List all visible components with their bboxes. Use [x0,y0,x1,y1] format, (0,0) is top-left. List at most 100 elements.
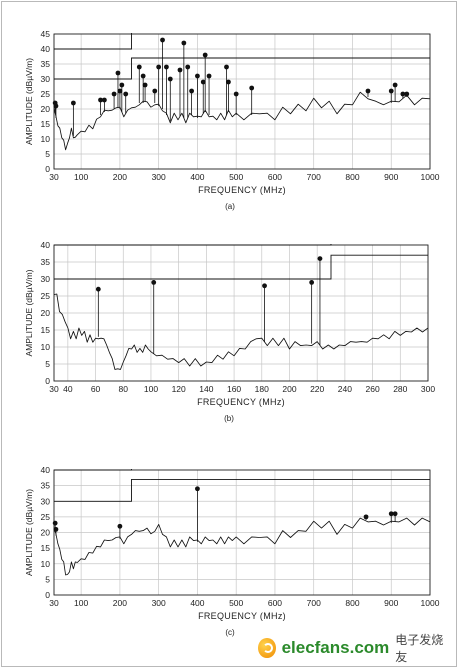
x-tick-label: 300 [152,598,166,608]
peak-marker [309,280,315,285]
peak-marker [392,82,398,88]
peak-marker [53,526,59,532]
y-tick-label: 25 [41,291,51,301]
y-tick-label: 5 [45,574,50,584]
y-tick-label: 10 [41,134,51,144]
chart-c: 0 5 10 15 20 25 30 35 40 30 100 200 300 400 500 600 700 8… [24,465,440,637]
panel-caption: (c) [225,628,235,637]
peak-marker [185,64,191,70]
y-axis-label: AMPLITUDE (dBµV/m) [24,489,34,576]
peak-marker [152,88,158,94]
peak-marker [156,64,162,70]
x-tick-label: 100 [144,384,158,394]
x-tick-label: 60 [91,384,101,394]
grid [53,244,429,382]
x-tick-label: 160 [227,384,241,394]
peak-marker [206,73,212,79]
x-tick-label: 800 [345,172,359,182]
x-tick-label: 800 [345,598,359,608]
x-tick-label: 700 [307,172,321,182]
limit-line [54,469,132,471]
x-tick-label: 220 [310,384,324,394]
x-tick-label: 80 [119,384,129,394]
chart-a: 0 5 10 15 20 25 30 35 40 45 30 100 200 300 400 500 600 70… [24,29,440,211]
peak-marker [164,64,169,70]
x-tick-label: 100 [74,598,88,608]
peak-marker [262,283,267,289]
y-tick-label: 30 [41,74,51,84]
y-tick-label: 5 [45,359,50,369]
peak-marker [249,85,255,91]
y-axis-label: AMPLITUDE (dBµV/m) [24,58,34,145]
panel-caption: (a) [225,202,235,211]
peak-marker [404,91,410,97]
x-tick-label: 260 [365,384,379,394]
peak-marker [151,280,157,285]
x-tick-label: 600 [268,172,282,182]
peak-marker [98,97,103,103]
x-tick-label: 100 [74,172,88,182]
peak-marker [177,67,183,73]
x-tick-label: 500 [229,172,243,182]
chart-b: 0 5 10 15 20 25 30 35 40 30 40 60 80 100 120 140 160 180 2… [24,240,435,423]
peak-marker [160,37,165,43]
y-tick-label: 20 [41,104,51,114]
y-tick-label: 0 [45,376,50,386]
y-tick-label: 25 [41,512,51,522]
y-tick-label: 40 [41,465,51,475]
x-tick-label: 40 [63,384,73,394]
peak-marker [101,97,107,103]
plot-frame [53,469,431,596]
x-tick-label: 240 [338,384,352,394]
logo-icon [258,638,276,658]
x-tick-label: 900 [384,172,398,182]
limit-line [54,254,428,280]
peak-marker [363,514,369,520]
y-tick-label: 35 [41,59,51,69]
x-tick-label: 280 [393,384,407,394]
x-tick-label: 1000 [421,172,440,182]
limit-line [54,244,332,246]
x-tick-label: 200 [113,172,127,182]
x-tick-label: 1000 [421,598,440,608]
y-tick-label: 15 [41,119,51,129]
peak-marker [53,103,59,109]
plot-area [54,33,430,151]
y-tick-label: 0 [45,164,50,174]
peak-marker [140,73,146,79]
logo-brand-text: elecfans.com [281,638,390,657]
x-tick-label: 200 [113,598,127,608]
grid [53,469,431,596]
peak-marker [142,82,148,88]
x-tick-label: 400 [190,172,204,182]
peak-marker [123,91,129,97]
y-tick-label: 35 [41,257,51,267]
y-tick-label: 25 [41,89,51,99]
peak-marker [388,88,394,94]
y-tick-label: 20 [41,308,51,318]
x-axis-label: FREQUENCY (MHz) [198,611,286,621]
y-tick-label: 10 [41,342,51,352]
y-tick-label: 40 [41,44,51,54]
y-axis-label: AMPLITUDE (dBµV/m) [24,269,34,356]
x-axis-label: FREQUENCY (MHz) [197,397,285,407]
x-tick-label: 30 [49,598,59,608]
peak-marker [167,76,173,82]
x-tick-label: 600 [268,598,282,608]
x-tick-label: 700 [307,598,321,608]
peak-marker [365,88,371,94]
y-tick-label: 40 [41,240,51,250]
y-tick-label: 30 [41,274,51,284]
peak-marker [95,286,101,292]
peak-marker [111,91,117,97]
y-tick-label: 20 [41,528,51,538]
limit-line [54,478,430,502]
y-tick-label: 15 [41,543,51,553]
peak-marker [119,82,125,88]
y-tick-label: 30 [41,496,51,506]
limit-line [54,33,132,50]
peak-marker [189,88,195,94]
watermark-logo: elecfans.com 电子发烧友 [258,633,448,664]
x-tick-label: 140 [199,384,213,394]
